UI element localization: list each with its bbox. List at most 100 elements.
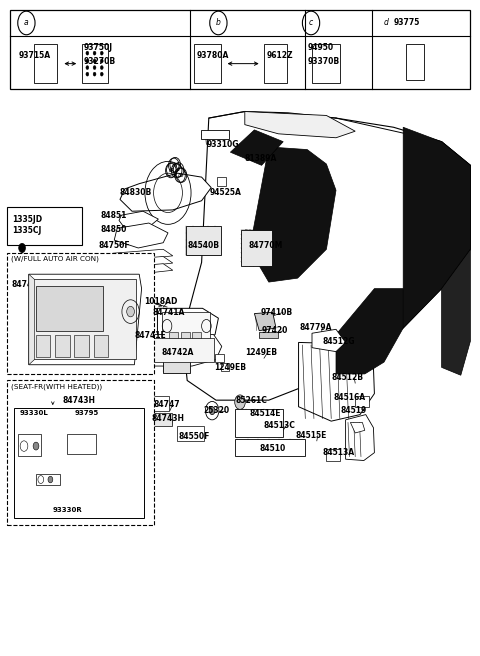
- Bar: [355, 396, 369, 407]
- Circle shape: [205, 401, 219, 420]
- Bar: [7, 207, 82, 245]
- Text: 93795: 93795: [74, 410, 99, 417]
- Text: d: d: [384, 18, 389, 28]
- Bar: [217, 177, 226, 186]
- Circle shape: [100, 72, 103, 76]
- Text: 9612Z: 9612Z: [266, 51, 293, 60]
- Polygon shape: [250, 147, 336, 282]
- Circle shape: [19, 243, 25, 253]
- Text: a: a: [24, 18, 29, 28]
- Bar: [149, 413, 172, 426]
- Bar: [186, 226, 221, 255]
- Text: 93750J: 93750J: [84, 43, 113, 52]
- Polygon shape: [119, 211, 158, 227]
- Bar: [163, 349, 190, 373]
- Polygon shape: [113, 256, 173, 268]
- Circle shape: [100, 51, 103, 55]
- Polygon shape: [346, 415, 374, 461]
- Text: 85261C: 85261C: [235, 396, 267, 405]
- Text: 84770M: 84770M: [249, 241, 283, 250]
- Bar: [162, 312, 210, 340]
- Text: 93310G: 93310G: [206, 140, 239, 149]
- Polygon shape: [114, 223, 168, 248]
- Text: 84513A: 84513A: [323, 448, 355, 457]
- Text: 81389A: 81389A: [245, 154, 277, 163]
- Text: 84850: 84850: [101, 225, 127, 234]
- Polygon shape: [157, 308, 218, 344]
- Circle shape: [93, 59, 96, 63]
- Text: d: d: [169, 168, 173, 173]
- Polygon shape: [29, 274, 35, 365]
- Polygon shape: [230, 130, 283, 165]
- Text: 1335JD: 1335JD: [12, 215, 43, 224]
- Text: 84830B: 84830B: [119, 188, 151, 197]
- Text: 84741A: 84741A: [153, 308, 185, 317]
- Polygon shape: [245, 112, 355, 138]
- Text: 1249EB: 1249EB: [215, 363, 247, 372]
- Bar: [34, 44, 57, 83]
- Polygon shape: [312, 329, 346, 352]
- Polygon shape: [350, 422, 365, 433]
- Text: 97420: 97420: [262, 326, 288, 335]
- Polygon shape: [113, 249, 173, 261]
- Text: 84513C: 84513C: [264, 420, 295, 430]
- Text: 84512G: 84512G: [323, 337, 355, 346]
- Text: 84742A: 84742A: [161, 348, 193, 358]
- Polygon shape: [113, 264, 173, 276]
- Text: 84750F: 84750F: [99, 241, 131, 250]
- Bar: [55, 335, 70, 357]
- Bar: [235, 409, 283, 437]
- Text: b: b: [178, 173, 182, 178]
- Polygon shape: [142, 335, 222, 366]
- Bar: [36, 335, 50, 357]
- Polygon shape: [254, 312, 276, 331]
- Polygon shape: [403, 127, 470, 328]
- Text: c: c: [177, 167, 180, 173]
- Circle shape: [100, 66, 103, 70]
- Bar: [82, 44, 108, 83]
- Bar: [264, 44, 287, 83]
- Text: a: a: [173, 162, 177, 167]
- Bar: [194, 44, 221, 83]
- Text: 84540B: 84540B: [187, 241, 219, 250]
- Circle shape: [86, 51, 89, 55]
- Text: 93330R: 93330R: [53, 507, 83, 514]
- Text: 97410B: 97410B: [261, 308, 293, 317]
- Bar: [177, 426, 204, 441]
- Circle shape: [209, 407, 215, 415]
- Circle shape: [86, 66, 89, 70]
- Bar: [33, 279, 136, 359]
- Text: 93330L: 93330L: [19, 410, 48, 417]
- Text: 1335CJ: 1335CJ: [12, 226, 42, 235]
- Circle shape: [86, 59, 89, 63]
- Bar: [7, 253, 154, 374]
- Circle shape: [33, 442, 39, 450]
- Text: b: b: [216, 18, 221, 28]
- Bar: [259, 332, 278, 338]
- Polygon shape: [299, 342, 374, 421]
- Text: 93270B: 93270B: [84, 56, 116, 66]
- Bar: [74, 335, 89, 357]
- Circle shape: [20, 441, 28, 451]
- Text: 84779A: 84779A: [300, 323, 333, 333]
- Bar: [215, 354, 224, 362]
- Polygon shape: [182, 112, 470, 400]
- Bar: [241, 230, 272, 266]
- Text: d: d: [170, 167, 174, 173]
- Text: c: c: [175, 168, 178, 173]
- Polygon shape: [442, 249, 470, 375]
- Text: 93780A: 93780A: [197, 51, 229, 60]
- Circle shape: [38, 476, 44, 483]
- Polygon shape: [120, 173, 211, 211]
- Text: b: b: [180, 173, 183, 178]
- Text: 1018AD: 1018AD: [144, 297, 178, 306]
- Bar: [221, 363, 229, 371]
- Text: 84514E: 84514E: [250, 409, 281, 418]
- Text: 84743H: 84743H: [152, 414, 185, 423]
- Text: 84519: 84519: [341, 406, 367, 415]
- Text: 84515E: 84515E: [295, 431, 326, 440]
- Circle shape: [235, 395, 245, 409]
- Polygon shape: [336, 289, 403, 374]
- Text: 93715A: 93715A: [18, 51, 50, 60]
- Polygon shape: [67, 434, 96, 454]
